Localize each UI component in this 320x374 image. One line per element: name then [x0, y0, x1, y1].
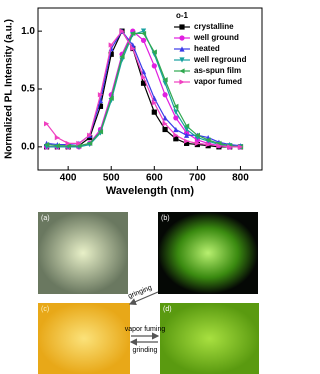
marker	[151, 49, 157, 55]
marker	[184, 123, 190, 129]
marker	[237, 144, 244, 150]
arrow	[128, 291, 159, 305]
legend-marker	[179, 79, 185, 85]
y-tick-label: 1.0	[21, 26, 35, 37]
marker	[130, 45, 136, 52]
marker	[184, 126, 190, 133]
marker	[44, 141, 50, 148]
marker	[140, 30, 147, 37]
marker	[140, 74, 147, 81]
legend-label: vapor fumed	[194, 77, 242, 86]
marker	[65, 143, 71, 149]
y-tick-label: 0.0	[21, 141, 35, 152]
marker	[162, 126, 168, 133]
legend-label: well ground	[193, 33, 239, 42]
marker	[87, 140, 93, 146]
marker	[194, 132, 200, 138]
legend-marker	[179, 46, 185, 52]
marker	[140, 28, 147, 34]
marker	[194, 140, 200, 146]
y-tick-label: 0.5	[21, 84, 35, 95]
photo	[38, 303, 130, 374]
legend-marker	[179, 35, 185, 41]
marker	[54, 135, 60, 141]
legend-label: crystalline	[194, 22, 234, 31]
photo	[160, 303, 259, 374]
legend-marker	[179, 68, 185, 74]
marker	[173, 132, 179, 138]
marker	[216, 140, 222, 146]
figure: 0.0 0.5 1.0 400 500 600 700 800 o-1 crystalline we…	[4, 7, 263, 374]
marker	[162, 115, 168, 121]
photo	[158, 212, 258, 294]
x-tick-label: 500	[103, 173, 120, 184]
photo-label: (b)	[161, 215, 170, 222]
photo	[38, 212, 128, 294]
marker	[227, 144, 233, 150]
marker	[54, 143, 60, 149]
marker	[173, 136, 179, 142]
marker	[173, 103, 179, 109]
marker	[184, 132, 190, 138]
marker	[151, 109, 157, 115]
marker	[162, 121, 168, 127]
marker	[130, 30, 136, 37]
marker	[119, 57, 125, 63]
marker	[184, 138, 190, 144]
legend-marker	[179, 24, 185, 30]
marker	[108, 95, 114, 101]
arrow-label: grinding	[133, 347, 158, 354]
marker	[173, 126, 179, 133]
arrow-label: gringing	[127, 284, 153, 300]
marker	[151, 63, 157, 69]
marker	[119, 28, 125, 34]
marker	[65, 140, 71, 146]
photo-label: (a)	[41, 215, 50, 222]
plot: 0.0 0.5 1.0 400 500 600 700 800 o-1 crystalline we…	[21, 7, 263, 184]
marker	[44, 121, 50, 127]
x-tick-label: 400	[60, 173, 77, 184]
marker	[76, 140, 82, 146]
legend-label: well reground	[193, 55, 247, 64]
marker	[173, 109, 179, 115]
x-axis-label: Wavelength (nm)	[106, 185, 195, 197]
photo-label: (c)	[41, 306, 49, 313]
marker	[97, 129, 104, 135]
marker	[119, 54, 125, 60]
marker	[216, 143, 222, 149]
marker	[162, 92, 168, 98]
marker	[76, 143, 82, 149]
legend-label: as-spun film	[194, 66, 241, 75]
legend-label: heated	[194, 44, 220, 53]
marker	[162, 77, 168, 83]
arrow-label: vapor fuming	[125, 326, 166, 333]
photo-label: (d)	[163, 306, 172, 313]
legend-title: o-1	[176, 11, 189, 20]
legend-marker	[179, 57, 185, 63]
marker	[205, 141, 211, 148]
x-tick-label: 700	[189, 173, 206, 184]
marker	[97, 92, 104, 98]
marker	[173, 115, 179, 121]
marker	[140, 37, 147, 44]
marker	[151, 100, 157, 106]
x-tick-label: 800	[232, 173, 249, 184]
x-tick-label: 600	[146, 173, 163, 184]
marker	[87, 132, 93, 138]
marker	[205, 137, 211, 143]
y-axis-label: Normalized PL Intensity (a.u.)	[4, 19, 15, 159]
marker	[108, 42, 114, 48]
